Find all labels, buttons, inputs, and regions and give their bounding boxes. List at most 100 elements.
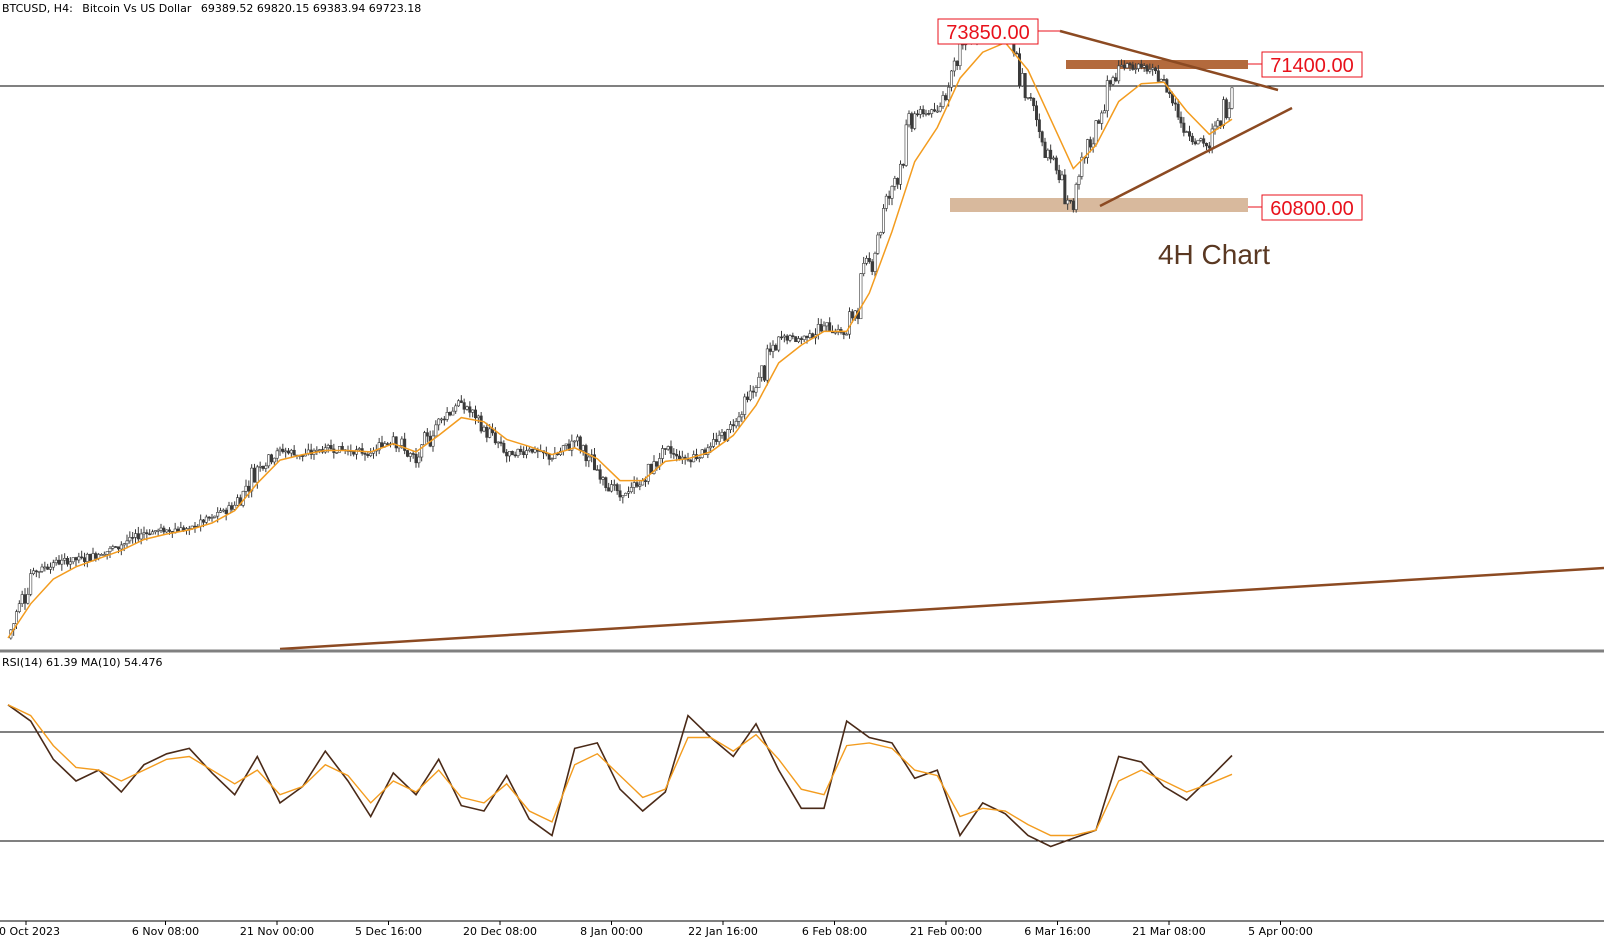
candle-body <box>728 424 732 430</box>
candle-body <box>1020 73 1024 87</box>
candle-body <box>408 453 412 457</box>
candle-body <box>626 491 630 494</box>
candle-body <box>808 333 812 338</box>
candle-body <box>692 454 696 463</box>
candle-body <box>210 517 214 519</box>
candle-body <box>1122 64 1126 69</box>
candle-body <box>176 528 180 532</box>
candle-body <box>159 527 163 531</box>
time-axis-label: 5 Apr 00:00 <box>1248 925 1313 938</box>
candle-body <box>258 465 262 468</box>
candle-body <box>29 573 33 595</box>
candle-body <box>1154 67 1158 72</box>
candle-body <box>533 449 537 453</box>
candle-body <box>927 113 931 115</box>
candle-body <box>352 451 356 455</box>
candle-body <box>802 335 806 340</box>
time-axis-label: 6 Feb 08:00 <box>802 925 867 938</box>
candle-body <box>255 466 259 483</box>
candle-body <box>799 338 803 340</box>
candle-body <box>51 562 55 568</box>
candle-body <box>935 110 939 113</box>
candle-body <box>151 531 155 535</box>
candle-body <box>15 611 19 625</box>
candle-body <box>456 400 460 407</box>
candle-body <box>595 469 599 471</box>
candle-body <box>284 450 288 453</box>
price-label-high-text: 73850.00 <box>946 22 1029 44</box>
candle-body <box>847 311 851 335</box>
candle-body <box>862 262 866 274</box>
candle-body <box>459 400 463 403</box>
candle-body <box>573 440 577 443</box>
candle-body <box>1046 149 1050 158</box>
resistance-band <box>1066 60 1248 69</box>
candle-body <box>1086 139 1090 158</box>
candle-body <box>168 529 172 532</box>
candle-body <box>1148 69 1152 72</box>
candle-body <box>431 435 435 447</box>
candle-body <box>618 490 622 498</box>
candle-body <box>68 561 72 565</box>
candle-body <box>496 441 500 444</box>
candle-body <box>791 335 795 337</box>
candle-body <box>643 480 647 482</box>
rsi-header: RSI(14) 61.39 MA(10) 54.476 <box>2 656 163 669</box>
candle-body <box>1196 140 1200 145</box>
candle-body <box>437 418 441 426</box>
candle-body <box>119 544 123 550</box>
long-term-trendline[interactable] <box>279 566 1604 651</box>
moving-average-line <box>7 41 1233 639</box>
rsi-ma-line <box>7 704 1233 837</box>
candle-body <box>663 448 667 450</box>
candle-body <box>329 445 333 450</box>
candle-body <box>915 113 919 116</box>
candle-body <box>1105 80 1109 112</box>
triangle-upper-trendline[interactable] <box>1059 29 1279 92</box>
candle-body <box>1049 149 1053 160</box>
candle-body <box>451 410 455 416</box>
price-label-resistance: 71400.00 <box>1248 51 1363 78</box>
candle-body <box>706 447 710 455</box>
candle-body <box>876 234 880 254</box>
candle-body <box>612 484 616 486</box>
candle-body <box>114 546 118 548</box>
candle-body <box>377 442 381 451</box>
candle-body <box>1188 131 1192 137</box>
candle-body <box>40 566 44 572</box>
candle-body <box>105 551 109 555</box>
triangle-lower-trendline[interactable] <box>1099 106 1293 208</box>
candle-body <box>1179 116 1183 124</box>
time-axis-label: 8 Jan 00:00 <box>580 925 643 938</box>
candle-body <box>757 376 761 388</box>
candle-body <box>516 448 520 456</box>
time-axis-label: 21 Nov 00:00 <box>240 925 314 938</box>
candle-body <box>253 467 257 483</box>
candle-body <box>213 515 217 518</box>
candle-body <box>751 390 755 393</box>
candle-body <box>46 566 50 570</box>
candle-body <box>505 451 509 457</box>
candle-body <box>272 457 276 463</box>
candle-body <box>638 484 642 487</box>
candle-body <box>819 324 823 332</box>
support-band <box>950 198 1248 212</box>
candle-body <box>153 530 157 533</box>
candle-body <box>394 436 398 449</box>
candle-body <box>454 405 458 412</box>
time-axis-label: 20 Dec 08:00 <box>463 925 537 938</box>
candle-body <box>711 439 715 447</box>
candle-body <box>1207 145 1211 149</box>
candle-body <box>768 348 772 352</box>
candle-body <box>924 113 928 115</box>
candle-body <box>1173 102 1177 105</box>
candle-body <box>1071 200 1075 210</box>
candle-body <box>236 497 240 506</box>
candle-body <box>765 348 769 381</box>
candle-body <box>80 556 84 559</box>
candle-body <box>48 566 52 570</box>
candle-body <box>366 454 370 456</box>
candle-body <box>893 178 897 187</box>
